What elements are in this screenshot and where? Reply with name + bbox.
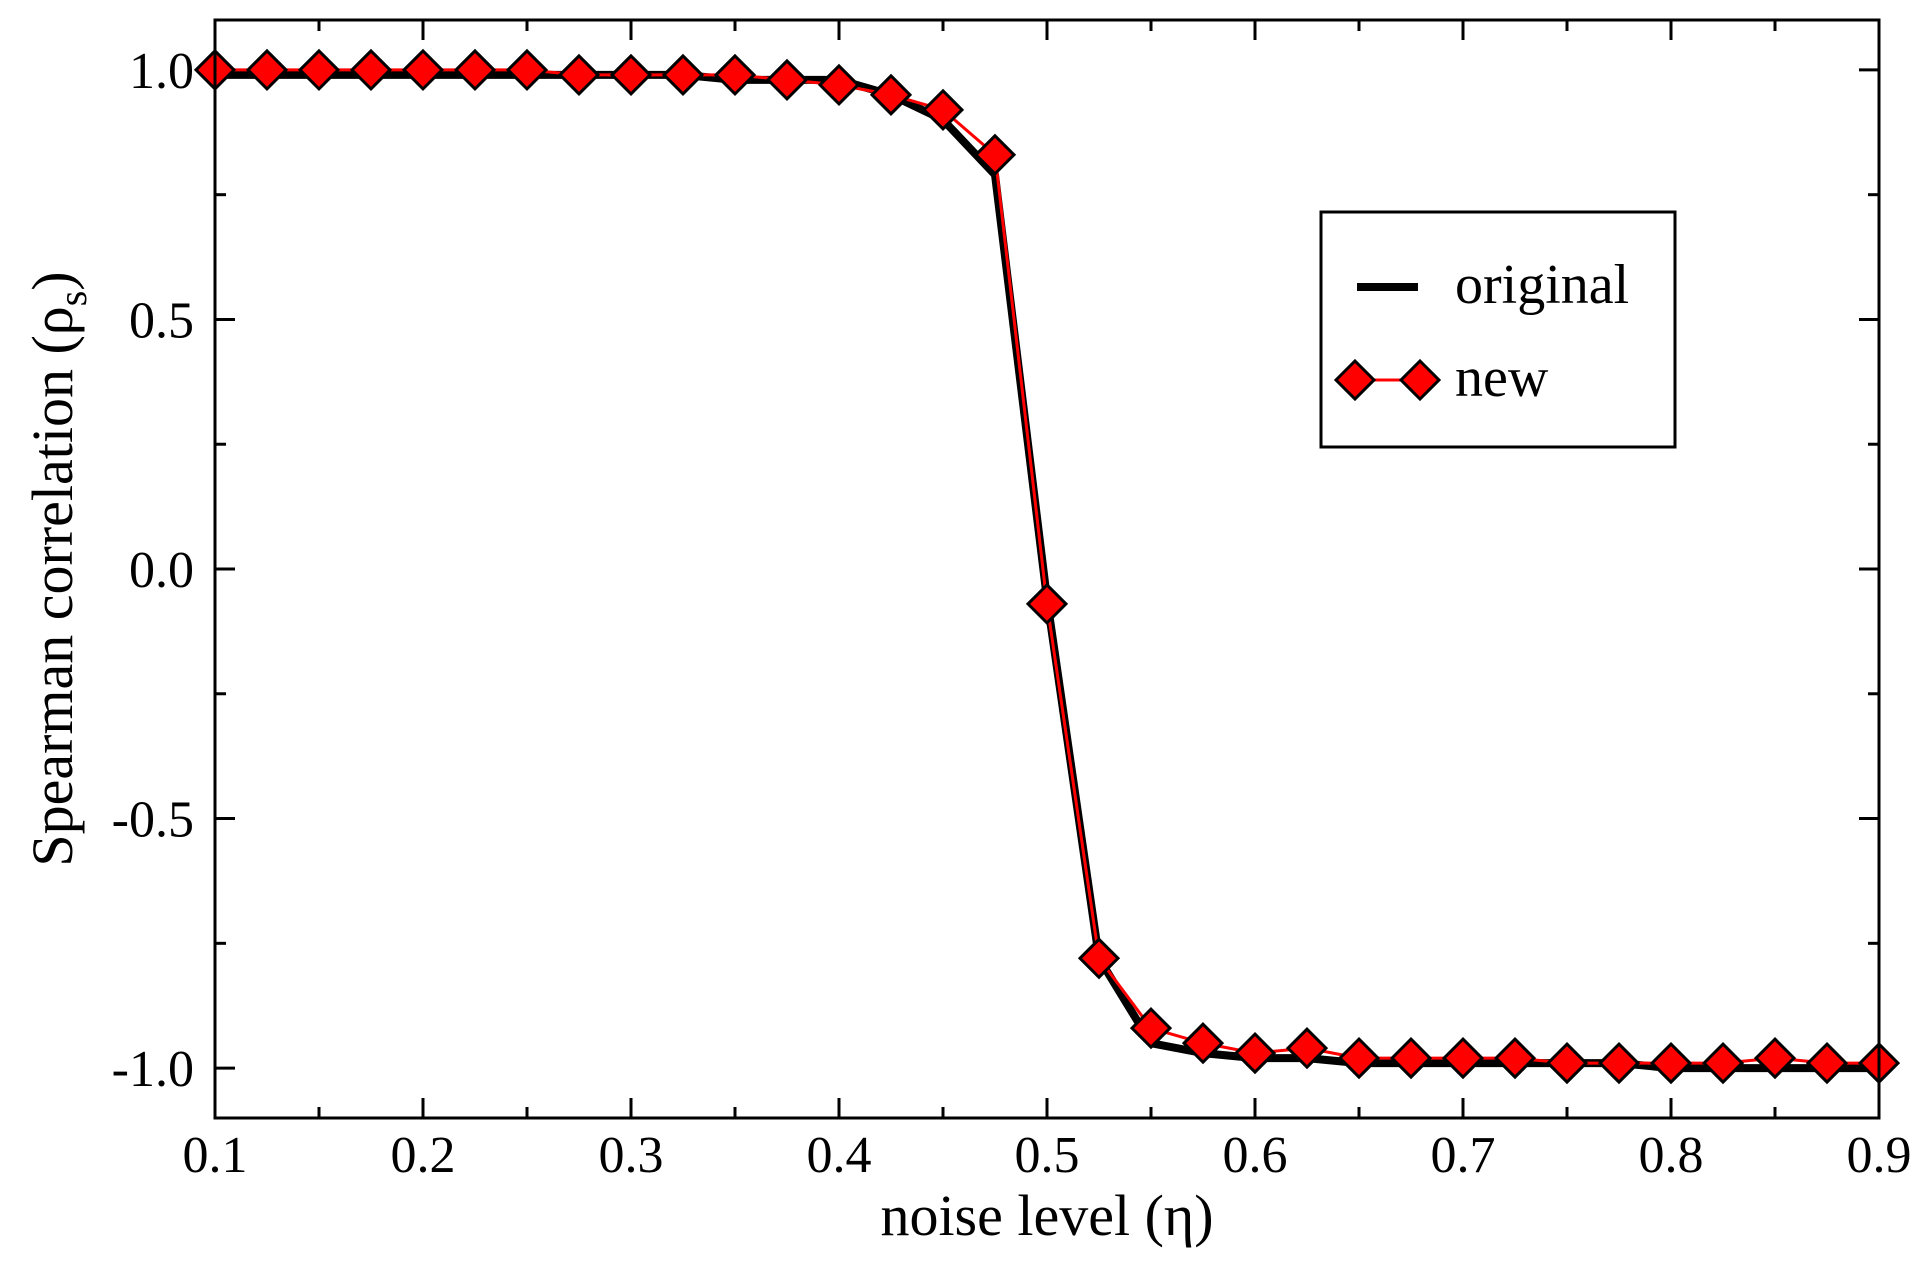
- data-point-new: [1649, 1041, 1693, 1085]
- legend-box: [1319, 210, 1677, 449]
- data-point-new: [765, 58, 809, 102]
- data-point-new: [921, 88, 965, 131]
- y-tick-label: 0.0: [129, 542, 194, 599]
- data-point-new: [349, 48, 393, 92]
- legend-marker-new-right: [1398, 358, 1442, 402]
- y-axis-title-close: ): [20, 271, 85, 290]
- data-point-new: [1025, 582, 1069, 626]
- data-point-new: [297, 48, 341, 92]
- x-tick-label: 0.4: [807, 1127, 872, 1184]
- data-point-new: [453, 48, 497, 92]
- data-point-new: [1805, 1041, 1849, 1085]
- x-tick-label: 0.2: [391, 1127, 456, 1184]
- x-tick-label: 0.3: [599, 1127, 664, 1184]
- x-tick-label: 0.5: [1015, 1127, 1080, 1184]
- y-tick-label: 0.5: [129, 292, 194, 349]
- data-point-new: [817, 63, 861, 107]
- data-point-new: [557, 53, 601, 97]
- y-axis-title: Spearman correlation (ρs): [20, 271, 95, 866]
- data-point-new: [1389, 1036, 1433, 1080]
- x-tick-label: 0.8: [1639, 1127, 1704, 1184]
- data-point-new: [661, 53, 705, 97]
- data-point-new: [1753, 1036, 1797, 1080]
- x-axis-title: noise level (η): [880, 1183, 1213, 1248]
- data-point-new: [1285, 1027, 1329, 1070]
- data-point-new: [713, 53, 757, 97]
- x-tick-label: 0.6: [1223, 1127, 1288, 1184]
- legend-marker-new-left: [1333, 358, 1377, 402]
- y-tick-label: -0.5: [112, 792, 194, 849]
- data-point-new: [1545, 1041, 1589, 1085]
- data-point-new: [1493, 1036, 1537, 1080]
- y-axis-title-subscript: s: [50, 291, 95, 307]
- data-point-new: [1701, 1041, 1745, 1085]
- y-axis-title-main: Spearman correlation (ρ: [20, 306, 85, 866]
- legend-label-new: new: [1455, 347, 1549, 409]
- y-tick-label: 1.0: [129, 43, 194, 100]
- data-point-new: [869, 73, 913, 116]
- data-point-new: [401, 48, 445, 92]
- data-point-new: [1597, 1041, 1641, 1085]
- data-point-new: [1077, 937, 1121, 980]
- data-point-new: [1181, 1022, 1225, 1065]
- series-layer: [193, 48, 1901, 1085]
- x-tick-label: 0.7: [1431, 1127, 1496, 1184]
- data-point-new: [1441, 1036, 1485, 1080]
- x-tick-label: 0.9: [1847, 1127, 1912, 1184]
- ticks-layer: [213, 20, 1881, 1118]
- plot-frame: [213, 18, 1881, 1120]
- data-point-new: [1233, 1031, 1277, 1075]
- x-tick-label: 0.1: [183, 1127, 248, 1184]
- data-point-new: [505, 48, 549, 92]
- data-point-new: [245, 48, 289, 92]
- data-point-new: [973, 133, 1017, 176]
- data-point-new: [1129, 1007, 1173, 1050]
- tick-labels-layer: 0.1 0.2 0.3 0.4 0.5 0.6 0.7 0.8 0.9 1.0 0.5 0.0 -0.5…: [112, 43, 1912, 1184]
- data-point-new: [1337, 1036, 1381, 1080]
- legend-label-original: original: [1455, 254, 1629, 316]
- y-tick-label: -1.0: [112, 1041, 194, 1098]
- legend: original new: [1319, 210, 1677, 449]
- data-point-new: [609, 53, 653, 97]
